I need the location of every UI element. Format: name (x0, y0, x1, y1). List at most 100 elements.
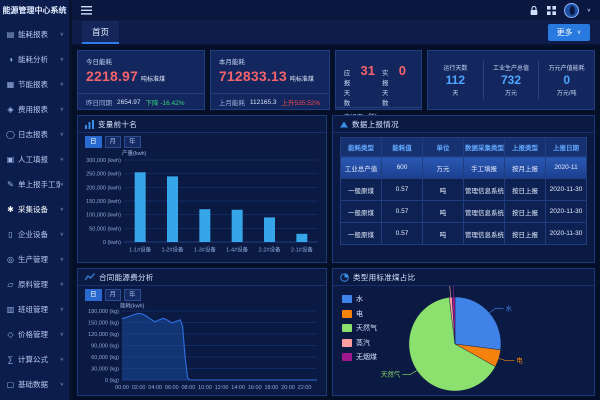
svg-text:300,000 (kwh): 300,000 (kwh) (86, 158, 121, 164)
table-row[interactable]: 一般原煤 0.57 吨 管理信息系统 按日上报 2020-11-30 (340, 178, 587, 201)
legend-swatch (342, 295, 352, 303)
legend-item[interactable]: 水 (342, 294, 377, 304)
sidebar-item-cost-report[interactable]: ◈ 费用报表 ∨ (0, 97, 69, 122)
bar (167, 176, 178, 242)
svg-text:20:00: 20:00 (281, 385, 295, 391)
tab-day[interactable]: 日 (85, 136, 102, 148)
svg-text:10:00: 10:00 (198, 385, 212, 391)
chevron-down-icon: ∨ (59, 382, 64, 388)
svg-text:2-2#设备: 2-2#设备 (258, 245, 281, 253)
tab-year[interactable]: 年 (124, 289, 141, 301)
kpi-today-sub-label: 昨日同期 (86, 100, 112, 107)
tab-day[interactable]: 日 (85, 289, 102, 301)
svg-text:18:00: 18:00 (264, 385, 278, 391)
sidebar-item-manual-entry[interactable]: ▣ 人工填报 ∨ (6, 155, 64, 164)
kpi-today-label: 今日能耗 (86, 59, 112, 66)
svg-text:水: 水 (506, 303, 513, 312)
formula-icon: ∑ (7, 355, 14, 364)
kpi-month-sub-value: 112165.3 (249, 98, 277, 106)
sidebar-item-energy-analysis[interactable]: ◑ 能耗分析 ∨ (0, 47, 69, 72)
panel-title: 变量前十名 (98, 119, 137, 129)
actual-days-value: 0 (398, 63, 406, 78)
svg-text:50,000 (kwh): 50,000 (kwh) (89, 226, 121, 232)
chevron-down-icon: ∨ (59, 332, 64, 338)
main-content: 今日能耗 2218.97 吨标准煤 昨日同期 2654.97 下降 -16.42… (72, 46, 600, 400)
bar (134, 172, 146, 242)
kpi-row: 今日能耗 2218.97 吨标准煤 昨日同期 2654.97 下降 -16.42… (77, 50, 595, 121)
sidebar-item-production-mgmt[interactable]: ◎ 生产管理 ∨ (7, 255, 64, 264)
chevron-down-icon: ∨ (59, 257, 64, 263)
svg-text:150,000 (kwh): 150,000 (kwh) (86, 199, 121, 205)
production-icon: ◎ (7, 255, 14, 264)
cost-icon: ◈ (7, 105, 14, 114)
menu-icon[interactable] (81, 5, 92, 15)
svg-text:1-2#设备: 1-2#设备 (161, 245, 184, 253)
lock-icon[interactable] (529, 5, 539, 16)
svg-text:02:00: 02:00 (132, 385, 146, 391)
chevron-down-icon: ∨ (59, 32, 64, 38)
legend-item[interactable]: 蒸汽 (342, 338, 377, 348)
chevron-down-icon: ∨ (59, 307, 64, 313)
sidebar-item-proxy-manual-input[interactable]: ✎ 单上报手工录入 ∨ (0, 172, 69, 197)
legend-label: 电 (356, 310, 363, 318)
legend-item[interactable]: 电 (342, 309, 377, 319)
chevron-down-icon: ∨ (59, 107, 64, 113)
sidebar-item-log-report[interactable]: ◯ 日志报表 ∨ (6, 130, 64, 139)
pie-chart-icon (340, 272, 349, 282)
legend-item[interactable]: 天然气 (342, 323, 377, 333)
kpi-month-unit: 吨标准煤 (289, 77, 314, 83)
svg-text:1-3#设备: 1-3#设备 (194, 245, 217, 253)
more-button[interactable]: 更多 ∨ (547, 23, 590, 41)
bar (199, 208, 211, 242)
panel-title: 类型用标准煤占比 (353, 272, 416, 282)
sidebar-item-enterprise-device[interactable]: ▯ 企业设备 ∨ (0, 222, 69, 247)
pie-slice (454, 296, 502, 351)
legend-swatch (342, 309, 352, 318)
sidebar-item-energy-saving-report[interactable]: ▦ 节能报表 ∨ (6, 80, 64, 89)
table-row[interactable]: 一般原煤 0.57 吨 管理信息系统 按日上报 2020-11-30 (340, 200, 587, 223)
sidebar-item-collection-device[interactable]: ✱ 采集设备 ∨ (0, 197, 69, 222)
line-chart-icon (85, 273, 95, 281)
tab-month[interactable]: 月 (104, 289, 121, 301)
sidebar-item-material-mgmt[interactable]: ▱ 原料管理 ∨ (0, 272, 69, 297)
sidebar-item-price-mgmt[interactable]: ◇ 价格管理 ∨ (0, 322, 69, 347)
form-icon: ▣ (6, 155, 15, 164)
saving-report-icon: ▦ (6, 80, 15, 89)
svg-text:0 (kg): 0 (kg) (105, 378, 119, 384)
sidebar-item-team-mgmt[interactable]: ▥ 班组管理 ∨ (6, 305, 64, 314)
due-days-value: 31 (360, 63, 375, 78)
legend-swatch (342, 338, 352, 347)
sidebar-item-formula[interactable]: ∑ 计算公式 ∨ (0, 347, 69, 372)
apps-grid-icon[interactable] (546, 5, 556, 15)
bar (296, 233, 308, 242)
svg-text:22:00: 22:00 (298, 385, 312, 391)
bar (231, 209, 243, 242)
panel-title: 数据上报情况 (352, 119, 399, 129)
stat-industrial-output: 工业生产总值 732 万元 (482, 61, 539, 99)
caret-down-icon[interactable]: ∨ (586, 8, 591, 13)
collapse-icon[interactable] (340, 121, 348, 128)
sidebar-item-base-data[interactable]: ▢ 基础数据 ∨ (6, 380, 64, 389)
table-row[interactable]: 工业总产值 600 万元 手工填报 按月上报 2020-11 (340, 156, 587, 179)
avatar[interactable] (563, 2, 579, 18)
tab-bar: 首页 更多 ∨ (72, 20, 600, 46)
table-header-row: 能耗类型 能耗值 单位 数据采集类型 上报类型 上报日期 (340, 137, 587, 157)
tab-home[interactable]: 首页 (82, 20, 120, 44)
bar-chart-icon (85, 119, 94, 129)
tab-year[interactable]: 年 (124, 136, 141, 148)
svg-text:1-1#设备: 1-1#设备 (129, 245, 152, 253)
svg-text:30,000 (kg): 30,000 (kg) (91, 366, 119, 372)
legend-item[interactable]: 无烟煤 (342, 352, 377, 362)
table-row[interactable]: 一般原煤 0.57 吨 管理信息系统 按日上报 2020-11-30 (340, 222, 587, 245)
kpi-card-month: 本月能耗 712833.13 吨标准煤 上月能耗 112165.3 上升535.… (209, 50, 330, 110)
sidebar-item-energy-report[interactable]: ▤ 能耗报表 ∨ (6, 30, 64, 39)
legend-swatch (342, 353, 352, 361)
legend-label: 水 (356, 296, 363, 303)
panel-top-variables: 变量前十名 日 月 年 0 (kwh) 50,000 (kwh) 100,000 (… (77, 115, 327, 263)
caret-down-icon: ∨ (576, 30, 581, 35)
analysis-icon: ◑ (8, 55, 13, 64)
svg-text:能耗(kwh): 能耗(kwh) (120, 302, 145, 310)
chevron-down-icon: ∨ (59, 232, 64, 238)
pie-slice (451, 296, 456, 345)
tab-month[interactable]: 月 (104, 136, 121, 148)
